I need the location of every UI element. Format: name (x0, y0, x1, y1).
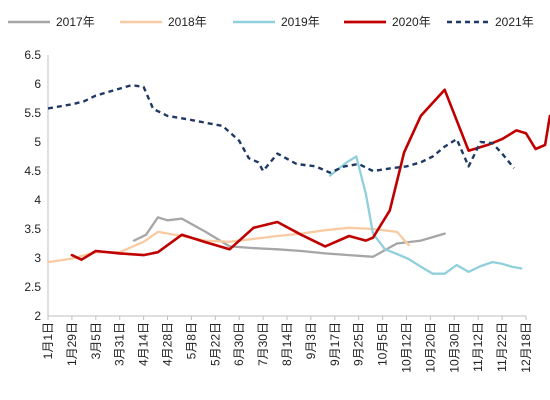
x-tick-label: 10月20日 (423, 322, 437, 373)
x-tick-label: 9月17日 (328, 322, 342, 366)
x-tick-label: 11月12日 (471, 322, 485, 372)
legend-label: 2019年 (281, 15, 320, 29)
x-tick-label: 4月28日 (161, 322, 175, 366)
legend-label: 2018年 (168, 15, 207, 29)
x-tick-label: 3月31日 (113, 322, 127, 366)
legend-label: 2020年 (392, 15, 431, 29)
y-tick-label: 2 (34, 309, 41, 323)
x-tick-label: 6月30日 (232, 322, 246, 366)
x-tick-label: 9月25日 (352, 322, 366, 366)
x-tick-label: 9月3日 (304, 322, 318, 359)
y-tick-label: 4 (34, 193, 41, 207)
x-tick-label: 5月8日 (184, 322, 198, 359)
x-tick-label: 7月30日 (256, 322, 270, 366)
x-tick-label: 3月5日 (89, 322, 103, 359)
x-tick-label: 12月18日 (519, 322, 533, 373)
x-tick-label: 8月14日 (280, 322, 294, 366)
series-line-2019年 (328, 155, 523, 275)
x-tick-label: 5月22日 (208, 322, 222, 366)
series-line-2020年 (70, 88, 550, 262)
x-tick-label: 11月22日 (495, 322, 509, 372)
legend-label: 2021年 (495, 15, 534, 29)
x-tick-label: 10月30日 (447, 322, 461, 373)
x-tick-label: 4月14日 (137, 322, 151, 366)
y-tick-label: 3.5 (24, 222, 41, 236)
series-lines (46, 83, 550, 275)
x-tick-label: 1月1日 (41, 322, 55, 359)
y-tick-label: 6 (34, 77, 41, 91)
x-tick-label: 1月29日 (65, 322, 79, 366)
y-tick-label: 4.5 (24, 164, 41, 178)
y-tick-label: 3 (34, 251, 41, 265)
legend-label: 2017年 (56, 15, 95, 29)
y-tick-label: 2.5 (24, 280, 41, 294)
y-tick-label: 5 (34, 135, 41, 149)
y-tick-label: 5.5 (24, 106, 41, 120)
y-tick-label: 6.5 (24, 48, 41, 62)
legend: 2017年 2018年 2019年 2020年 2021年 (8, 15, 534, 29)
x-tick-label: 10月5日 (376, 322, 390, 366)
x-tick-label: 10月12日 (400, 322, 414, 373)
series-line-2021年 (47, 83, 515, 174)
